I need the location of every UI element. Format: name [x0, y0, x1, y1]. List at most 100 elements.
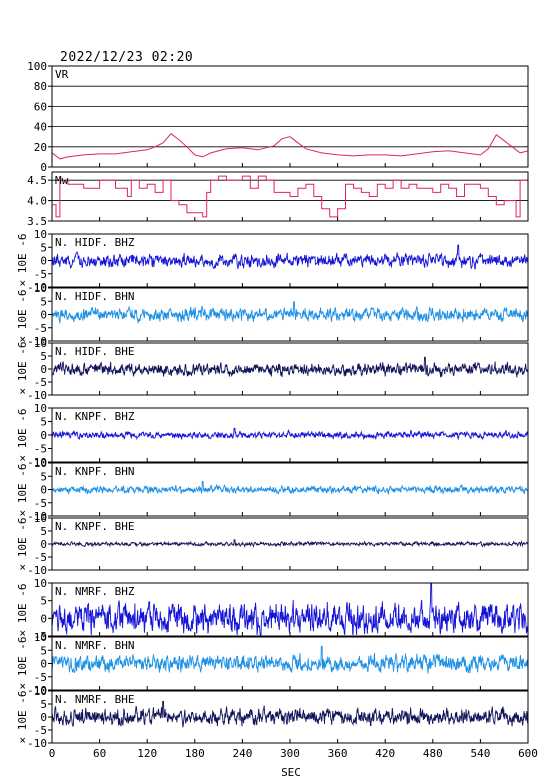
x-tick-label: 300	[280, 747, 300, 760]
y-tick-label: 5	[40, 241, 47, 254]
y-tick-label: 100	[27, 60, 47, 73]
x-tick-label: 180	[185, 747, 205, 760]
y-tick-label: 80	[34, 80, 47, 93]
y-tick-label: 5	[40, 350, 47, 363]
y-tick-label: 5	[40, 470, 47, 483]
y-tick-label: -5	[34, 497, 47, 510]
trace-frame	[51, 582, 529, 637]
trace-label: N. HIDF. BHE	[55, 345, 134, 358]
y-tick-label: 4.5	[27, 174, 47, 187]
y-tick-label: -10	[27, 564, 47, 577]
y-axis-label: × 10E -6	[16, 518, 29, 571]
panel-label: VR	[55, 68, 69, 81]
y-tick-label: 10	[34, 457, 47, 470]
trace-frame	[51, 462, 529, 517]
y-tick-label: 0	[40, 255, 47, 268]
y-tick-label: -10	[27, 510, 47, 523]
trace-frame	[51, 407, 529, 463]
x-tick-label: 60	[93, 747, 106, 760]
trace-frame	[51, 690, 529, 744]
y-tick-label: -5	[34, 443, 47, 456]
trace-line	[51, 244, 529, 270]
series-line-vr	[51, 133, 529, 160]
x-tick-label: 420	[375, 747, 395, 760]
y-tick-label: 10	[34, 685, 47, 698]
trace-line	[51, 700, 529, 728]
panel-label: Mw	[55, 174, 69, 187]
trace-label: N. KNPF. BHZ	[55, 410, 135, 423]
x-tick-label: 360	[328, 747, 348, 760]
y-tick-label: 0	[40, 363, 47, 376]
y-tick-label: -10	[27, 684, 47, 697]
trace-label: N. NMRF. BHE	[55, 693, 134, 706]
y-tick-label: 5	[40, 644, 47, 657]
y-tick-label: 0	[40, 658, 47, 671]
trace-label: N. NMRF. BHN	[55, 639, 134, 652]
trace-line	[51, 645, 529, 674]
y-tick-label: 5	[40, 295, 47, 308]
y-tick-label: 0	[40, 538, 47, 551]
y-tick-label: 5	[40, 698, 47, 711]
trace-label: N. NMRF. BHZ	[55, 585, 135, 598]
y-axis-label: × 10E -6	[16, 584, 29, 637]
trace-frame	[51, 287, 529, 342]
datetime-label: 2022/12/23 02:20	[60, 50, 194, 65]
y-axis-label: × 10E -6	[16, 234, 29, 287]
x-tick-label: 240	[232, 747, 252, 760]
trace-frame	[51, 517, 529, 571]
x-tick-label: 480	[423, 747, 443, 760]
y-tick-label: -5	[34, 724, 47, 737]
y-tick-label: 10	[34, 337, 47, 350]
x-tick-label: 600	[518, 747, 538, 760]
y-axis-label: × 10E -6	[16, 637, 29, 690]
y-tick-label: 5	[40, 525, 47, 538]
trace-line	[51, 427, 529, 441]
y-axis-label: × 10E -6	[16, 691, 29, 744]
y-tick-label: 10	[34, 577, 47, 590]
x-tick-label: 120	[137, 747, 157, 760]
y-tick-label: 0	[40, 161, 47, 174]
y-tick-label: -5	[34, 268, 47, 281]
y-axis-label: × 10E -6	[16, 342, 29, 395]
y-tick-label: -5	[34, 322, 47, 335]
trace-frame	[51, 636, 529, 691]
y-tick-label: -10	[27, 335, 47, 348]
y-tick-label: 4.0	[27, 195, 47, 208]
trace-line	[51, 539, 529, 548]
trace-frame	[51, 342, 529, 396]
x-axis-label: SEC	[281, 766, 301, 779]
y-tick-label: -10	[27, 737, 47, 750]
y-tick-label: 5	[40, 595, 47, 608]
y-axis-label: × 10E -6	[16, 409, 29, 462]
y-tick-label: -10	[27, 281, 47, 294]
y-axis-label: × 10E -6	[16, 464, 29, 517]
panel-frame	[51, 65, 529, 168]
y-axis-label: × 10E -6	[16, 290, 29, 343]
panel-frame	[51, 171, 529, 222]
y-tick-label: -5	[34, 376, 47, 389]
y-tick-label: 10	[34, 402, 47, 415]
trace-line	[51, 583, 529, 636]
x-tick-label: 540	[470, 747, 490, 760]
y-tick-label: 5	[40, 416, 47, 429]
y-tick-label: 40	[34, 121, 47, 134]
y-tick-label: 0	[40, 429, 47, 442]
y-tick-label: 0	[40, 309, 47, 322]
trace-label: N. KNPF. BHN	[55, 465, 134, 478]
y-tick-label: 10	[34, 631, 47, 644]
y-tick-label: -5	[34, 551, 47, 564]
y-tick-label: -5	[34, 671, 47, 684]
y-tick-label: 0	[40, 612, 47, 625]
y-tick-label: 0	[40, 484, 47, 497]
trace-label: N. HIDF. BHN	[55, 290, 134, 303]
y-tick-label: 0	[40, 711, 47, 724]
trace-frame	[51, 233, 529, 288]
y-tick-label: -5	[34, 630, 47, 643]
y-tick-label: -10	[27, 456, 47, 469]
x-tick-label: 0	[49, 747, 56, 760]
y-tick-label: 10	[34, 282, 47, 295]
trace-line	[51, 356, 529, 378]
trace-label: N. HIDF. BHZ	[55, 236, 135, 249]
y-tick-label: 60	[34, 100, 47, 113]
